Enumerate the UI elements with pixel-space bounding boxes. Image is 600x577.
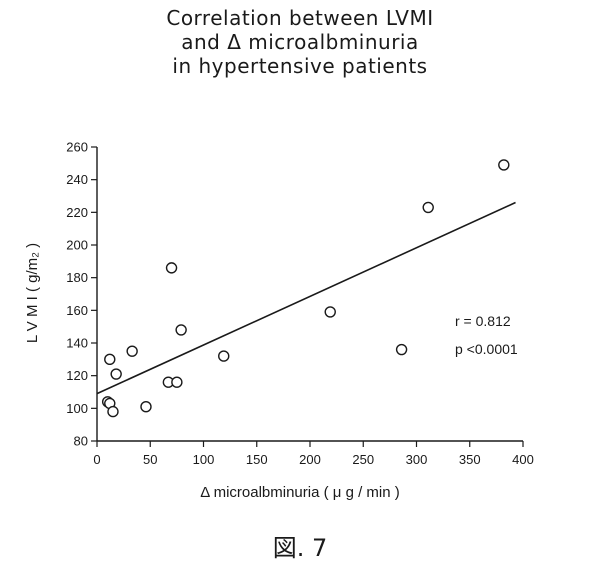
data-point	[165, 262, 178, 274]
y-tick-label: 260	[66, 140, 88, 155]
y-axis-label: L V M I ( g/m₂ )	[24, 243, 41, 343]
y-tick-label: 200	[66, 238, 88, 253]
y-tick-label: 100	[66, 401, 88, 416]
x-tick-label: 350	[459, 452, 481, 467]
y-tick-label: 160	[66, 303, 88, 318]
x-tick-label: 250	[352, 452, 374, 467]
x-tick-label: 0	[93, 452, 100, 467]
data-points	[101, 159, 510, 418]
y-tick-label: 140	[66, 336, 88, 351]
regression-line	[96, 201, 516, 395]
chart-title-line-3: in hypertensive patients	[172, 54, 428, 78]
y-tick-label: 180	[66, 270, 88, 285]
x-tick-label: 50	[143, 452, 157, 467]
x-axis-ticks: 0 50 100 150 200 250 300 350 400	[93, 441, 534, 467]
data-point	[107, 405, 119, 418]
data-point	[218, 350, 230, 362]
correlation-coefficient: r = 0.812	[455, 313, 511, 329]
data-point	[498, 159, 510, 171]
chart-title-line-2: and Δ microalbminuria	[181, 30, 419, 54]
y-tick-label: 220	[66, 205, 88, 220]
figure-caption: 図. 7	[272, 534, 328, 562]
data-point	[422, 201, 434, 214]
x-axis-label: Δ microalbminuria ( μ g / min )	[200, 484, 400, 501]
y-tick-label: 120	[66, 368, 88, 383]
x-tick-label: 400	[512, 452, 534, 467]
y-axis-ticks: 80 100 120 140 160 180 200 220 240 260	[66, 140, 97, 449]
data-point	[324, 306, 336, 318]
y-tick-label: 240	[66, 172, 88, 187]
data-point	[175, 324, 187, 336]
data-point	[171, 376, 183, 388]
x-tick-label: 300	[406, 452, 428, 467]
data-point	[395, 343, 408, 356]
chart-title: Correlation between LVMI and Δ microalbm…	[140, 6, 460, 78]
data-point	[140, 401, 152, 413]
axes	[96, 147, 523, 442]
data-point	[110, 368, 122, 380]
data-point	[126, 345, 138, 357]
y-tick-label: 80	[74, 434, 88, 449]
p-value: p <0.0001	[455, 341, 518, 357]
chart-title-line-1: Correlation between LVMI	[166, 6, 434, 30]
data-point	[104, 353, 116, 366]
scatter-plot: 0 50 100 150 200 250 300 350 400 80 100 120 140 160 1…	[24, 140, 534, 502]
x-tick-label: 100	[193, 452, 215, 467]
x-tick-label: 200	[299, 452, 321, 467]
x-tick-label: 150	[246, 452, 268, 467]
